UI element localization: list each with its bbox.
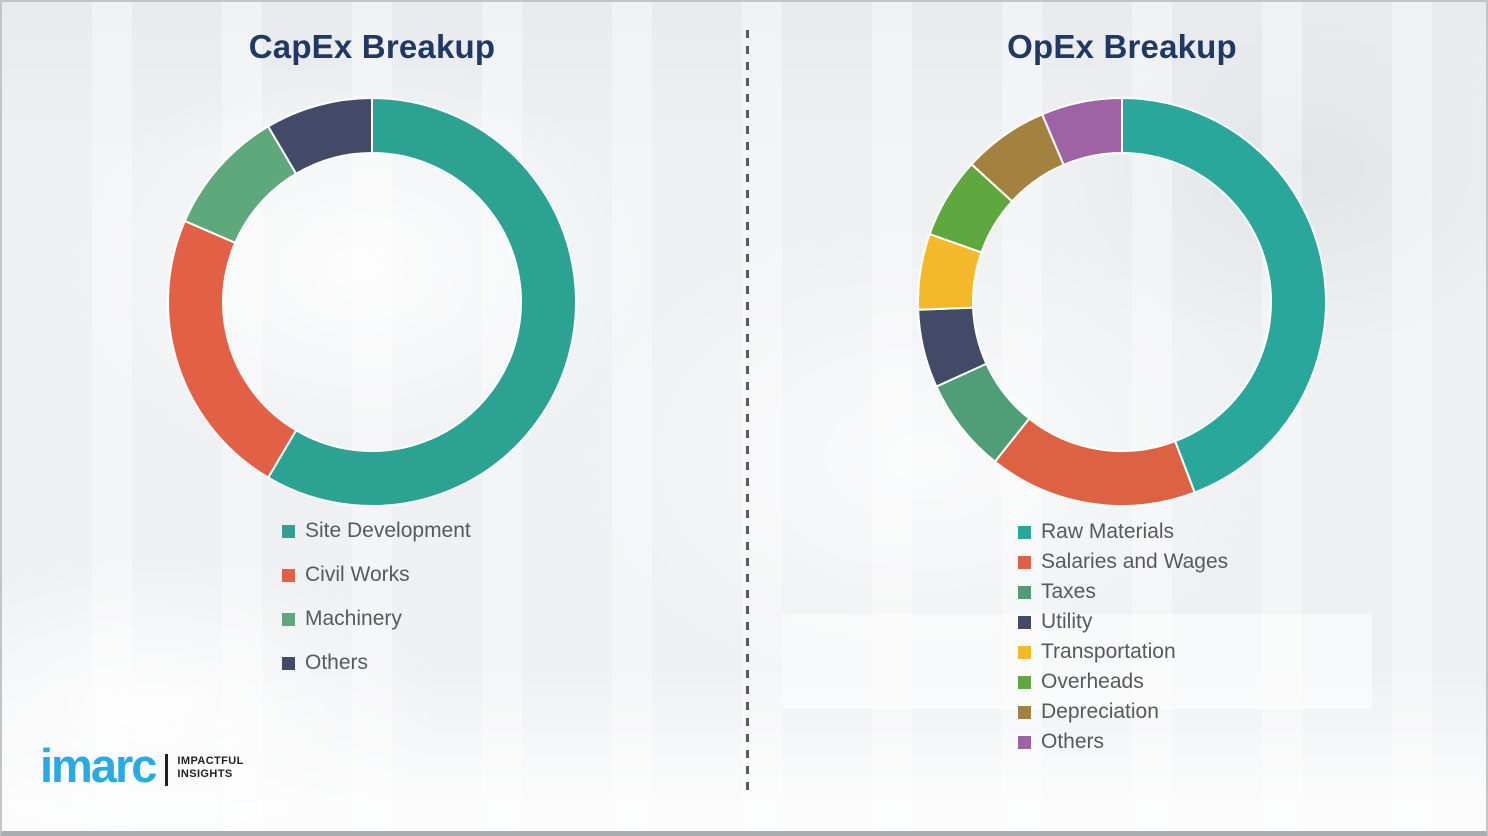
opex-legend: Raw Materials Salaries and Wages Taxes Util… — [1018, 517, 1228, 757]
opex-legend-item-raw-materials: Raw Materials — [1018, 517, 1228, 547]
legend-swatch-taxes — [1018, 585, 1031, 599]
legend-swatch-machinery — [282, 612, 295, 626]
capex-legend: Site Development Civil Works Machinery Othe… — [282, 509, 471, 685]
capex-segment-others — [267, 97, 373, 175]
capex-segment-site-development — [267, 97, 578, 507]
legend-label-utility: Utility — [1041, 610, 1093, 633]
capex-segment-civil-works — [167, 219, 298, 479]
opex-legend-item-transportation: Transportation — [1018, 637, 1228, 667]
imarc-logo-tagline: IMPACTFUL INSIGHTS — [177, 755, 243, 781]
legend-label-site-development: Site Development — [305, 519, 471, 542]
capex-donut-chart — [167, 97, 578, 507]
opex-segment-salaries-and-wages — [993, 417, 1196, 507]
opex-legend-item-taxes: Taxes — [1018, 577, 1228, 607]
dashed-divider-line — [746, 30, 749, 792]
legend-swatch-utility — [1018, 615, 1031, 629]
legend-swatch-civil-works — [282, 568, 295, 582]
legend-swatch-salaries-and-wages — [1018, 555, 1031, 569]
legend-swatch-site-development — [282, 524, 295, 538]
legend-label-others: Others — [1041, 730, 1105, 753]
legend-swatch-raw-materials — [1018, 525, 1031, 539]
legend-label-depreciation: Depreciation — [1041, 700, 1159, 723]
legend-label-taxes: Taxes — [1041, 580, 1096, 603]
opex-legend-item-others: Others — [1018, 727, 1228, 757]
imarc-tagline-line1: IMPACTFUL — [177, 755, 244, 767]
legend-label-overheads: Overheads — [1041, 670, 1144, 693]
opex-legend-item-salaries-and-wages: Salaries and Wages — [1018, 547, 1228, 577]
capex-chart-title: CapEx Breakup — [248, 28, 496, 65]
capex-legend-item-civil-works: Civil Works — [282, 553, 471, 597]
legend-swatch-overheads — [1018, 675, 1031, 689]
legend-swatch-transportation — [1018, 645, 1031, 659]
legend-label-transportation: Transportation — [1041, 640, 1176, 663]
opex-legend-item-utility: Utility — [1018, 607, 1228, 637]
opex-segment-raw-materials — [1121, 97, 1327, 494]
imarc-logo-wordmark: imarc — [40, 739, 157, 792]
opex-chart-title: OpEx Breakup — [1007, 28, 1237, 65]
legend-label-machinery: Machinery — [305, 607, 402, 630]
legend-label-civil-works: Civil Works — [305, 563, 410, 586]
legend-swatch-others — [282, 656, 295, 670]
legend-swatch-others — [1018, 735, 1031, 749]
imarc-logo-separator — [165, 754, 169, 786]
legend-swatch-depreciation — [1018, 705, 1031, 719]
imarc-logo: imarc IMPACTFUL INSIGHTS — [40, 740, 244, 792]
opex-donut-chart — [917, 97, 1327, 507]
legend-label-salaries-and-wages: Salaries and Wages — [1041, 550, 1229, 573]
opex-segment-others — [1041, 97, 1123, 166]
opex-legend-item-overheads: Overheads — [1018, 667, 1228, 697]
capex-legend-item-others: Others — [282, 641, 471, 685]
legend-label-raw-materials: Raw Materials — [1041, 520, 1175, 543]
capex-legend-item-site-development: Site Development — [282, 509, 471, 553]
legend-label-others: Others — [305, 651, 369, 674]
imarc-tagline-line2: INSIGHTS — [177, 768, 233, 780]
opex-legend-item-depreciation: Depreciation — [1018, 697, 1228, 727]
capex-legend-item-machinery: Machinery — [282, 597, 471, 641]
